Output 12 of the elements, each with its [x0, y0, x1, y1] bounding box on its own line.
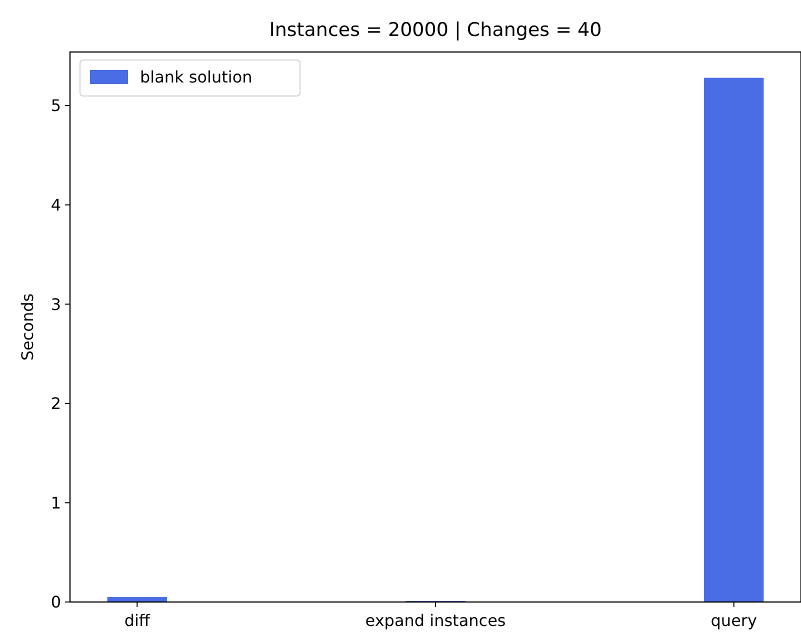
y-tick-label: 3	[50, 294, 61, 314]
y-tick-label: 1	[50, 493, 61, 512]
chart-title: Instances = 20000 | Changes = 40	[269, 19, 602, 41]
legend-label: blank solution	[140, 68, 252, 87]
x-tick-label: expand instances	[365, 611, 506, 630]
y-tick-label: 0	[50, 592, 61, 612]
y-tick-label: 2	[50, 394, 61, 414]
y-axis-title: Seconds	[18, 293, 37, 361]
x-tick-label: query	[710, 611, 757, 630]
y-tick-label: 4	[50, 195, 61, 214]
y-tick-label: 5	[50, 96, 61, 116]
x-tick-label: diff	[124, 611, 151, 630]
